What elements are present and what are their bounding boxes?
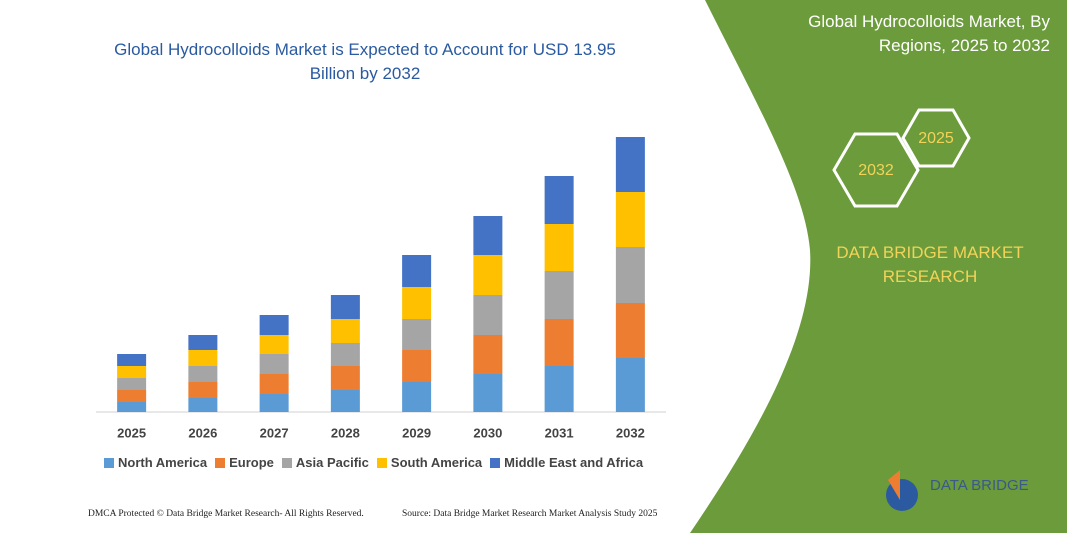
logo-icon — [888, 470, 900, 500]
bar-segment — [117, 390, 147, 402]
bar-segment — [259, 335, 289, 354]
bar-segment — [330, 390, 360, 412]
hex-label: 2032 — [858, 162, 894, 179]
hexagon — [832, 132, 920, 208]
x-tick-label: 2027 — [260, 425, 289, 440]
bar-segment — [615, 192, 645, 247]
x-tick-label: 2028 — [331, 425, 360, 440]
bar-segment — [544, 319, 574, 366]
bar-segment — [259, 315, 289, 335]
x-tick-label: 2025 — [117, 425, 146, 440]
bar-segment — [473, 295, 503, 335]
hex-label: 2025 — [918, 130, 954, 147]
brand-text: DATA BRIDGE MARKET RESEARCH — [836, 243, 1024, 286]
bar-segment — [117, 354, 147, 366]
bar-segment — [544, 366, 574, 412]
bar-segment — [473, 335, 503, 374]
legend-item: Middle East and Africa — [490, 455, 643, 470]
x-tick-label: 2026 — [188, 425, 217, 440]
bar-segment — [615, 358, 645, 412]
bar-segment — [330, 319, 360, 343]
bar-segment — [544, 176, 574, 224]
bar-segment — [402, 350, 432, 382]
bar-segment — [188, 335, 218, 350]
legend-label: Middle East and Africa — [504, 455, 644, 470]
bar-segment — [473, 255, 503, 295]
footer-left: DMCA Protected © Data Bridge Market Rese… — [88, 509, 364, 519]
bar-segment — [259, 354, 289, 374]
bar-segment — [615, 137, 645, 192]
x-tick-label: 2029 — [402, 425, 431, 440]
legend-swatch — [281, 457, 292, 468]
bar-segment — [473, 374, 503, 412]
legend-label: North America — [118, 455, 208, 470]
bar-segment — [330, 343, 360, 366]
bar-segment — [117, 402, 147, 412]
bar-segment — [188, 366, 218, 382]
x-tick-label: 2032 — [616, 425, 645, 440]
legend-swatch — [376, 457, 387, 468]
bar-segment — [259, 374, 289, 394]
bar-segment — [402, 287, 432, 319]
legend-label: South America — [390, 455, 483, 470]
bar-segment — [473, 216, 503, 255]
bar-segment — [330, 295, 360, 319]
bar-segment — [188, 350, 218, 366]
legend-item: Europe — [215, 455, 274, 470]
bar-segment — [615, 303, 645, 358]
legend-swatch — [104, 457, 114, 468]
bar-segment — [615, 247, 645, 303]
legend-item: North America — [104, 455, 207, 470]
legend-swatch — [490, 457, 501, 468]
bar-segment — [402, 255, 432, 287]
bar-segment — [402, 382, 432, 412]
logo: DATA BRIDGE — [886, 470, 1029, 511]
panel-title: Global Hydrocolloids Market, By Regions,… — [808, 12, 1050, 55]
bar-segment — [117, 378, 147, 390]
legend-swatch — [215, 457, 226, 468]
legend: North America Europe Asia Pacific South Ame… — [104, 455, 643, 470]
bar-segment — [117, 366, 147, 378]
x-tick-label: 2030 — [473, 425, 502, 440]
side-panel — [690, 0, 1067, 533]
chart-title: Global Hydrocolloids Market is Expected … — [114, 40, 616, 83]
bar-segment — [544, 224, 574, 271]
bar-segment — [259, 394, 289, 412]
bar-segment — [188, 398, 218, 412]
bar-segment — [188, 382, 218, 398]
legend-item: South America — [376, 455, 483, 470]
bar-segment — [330, 366, 360, 390]
legend-label: Europe — [229, 455, 274, 470]
legend-label: Asia Pacific — [295, 455, 369, 470]
bar-segment — [402, 319, 432, 350]
legend-item: Asia Pacific — [281, 455, 369, 470]
logo-text: DATA BRIDGE — [930, 477, 1029, 494]
bar-segment — [544, 271, 574, 319]
hexagon — [901, 108, 971, 168]
x-tick-label: 2031 — [545, 425, 574, 440]
footer-right: Source: Data Bridge Market Research Mark… — [402, 509, 658, 519]
